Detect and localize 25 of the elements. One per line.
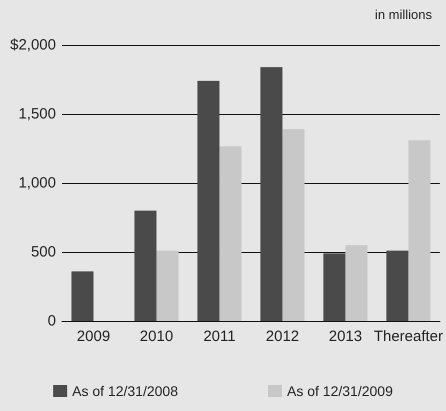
y-tick-label: 1,000 xyxy=(18,174,56,192)
x-tick-label: 2009 xyxy=(76,328,110,345)
bar xyxy=(219,146,242,321)
y-tick-label: 500 xyxy=(30,244,56,260)
bar xyxy=(282,129,304,321)
text: in millions xyxy=(374,7,432,22)
bar xyxy=(260,67,282,321)
bar xyxy=(197,80,220,321)
y-tick-label: 1,500 xyxy=(18,106,56,122)
legend-label: As of 12/31/2008 xyxy=(72,383,178,399)
bar xyxy=(386,250,408,321)
x-tick-label: 2012 xyxy=(266,328,300,345)
legend-label: As of 12/31/2009 xyxy=(287,383,394,399)
x-tick-label: Thereafter xyxy=(374,328,444,345)
x-tick-label: 2010 xyxy=(140,328,174,345)
bar xyxy=(134,210,156,321)
x-tick-label: 2011 xyxy=(203,328,236,345)
bar xyxy=(323,253,346,321)
bar xyxy=(156,250,179,321)
bar xyxy=(408,140,430,321)
bar xyxy=(345,245,368,321)
y-tick-label: 0 xyxy=(48,312,56,330)
bar xyxy=(71,271,94,321)
y-tick-label: $2,000 xyxy=(10,36,56,54)
x-tick-label: 2013 xyxy=(328,328,362,345)
